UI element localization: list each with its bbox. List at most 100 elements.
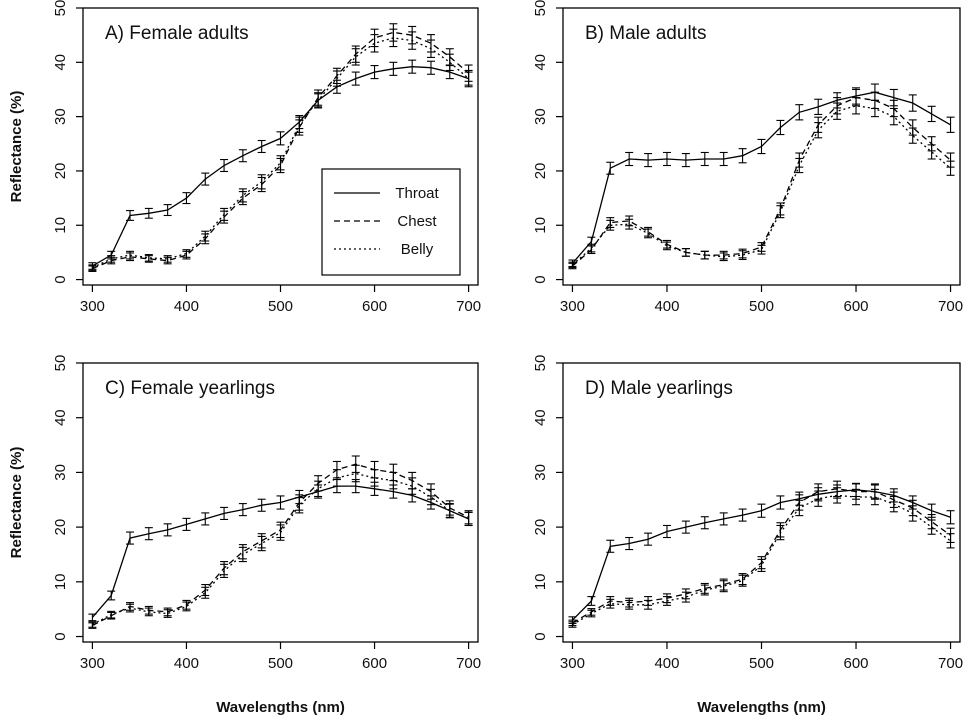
error-bar <box>644 599 653 610</box>
x-tick-label: 500 <box>268 655 293 672</box>
error-bar <box>852 97 861 115</box>
error-bar <box>889 495 898 513</box>
error-bar <box>776 119 785 136</box>
error-bar <box>238 503 247 517</box>
error-bar <box>625 536 634 551</box>
y-tick-label: 20 <box>532 519 549 536</box>
error-bar <box>568 261 577 269</box>
error-bar <box>163 609 172 618</box>
error-bar <box>163 523 172 537</box>
error-bar <box>870 488 879 506</box>
x-tick-label: 600 <box>362 655 387 672</box>
error-bar <box>295 497 304 514</box>
y-axis-label: Reflectance (%) <box>8 91 25 203</box>
error-bar <box>587 609 596 618</box>
error-bar <box>220 563 229 578</box>
error-bar <box>776 205 785 219</box>
error-bar <box>700 151 709 167</box>
x-tick-label: 400 <box>174 655 199 672</box>
legend: Throat Chest Belly <box>321 168 461 276</box>
y-tick-label: 10 <box>532 573 549 590</box>
error-bar <box>426 488 435 506</box>
error-bar <box>644 228 653 239</box>
series-line <box>92 472 469 626</box>
chart-panel-3: 300 400 500 600 700 0 10 20 30 40 50 C) Female year… <box>8 355 481 716</box>
y-tick-label: 0 <box>52 632 69 640</box>
y-tick-label: 30 <box>52 464 69 481</box>
error-bar <box>238 149 247 163</box>
error-bar <box>833 102 842 120</box>
error-bar <box>757 244 766 255</box>
y-tick-label: 20 <box>52 519 69 536</box>
error-bar <box>908 127 917 144</box>
y-tick-label: 0 <box>532 632 549 640</box>
x-tick-label: 700 <box>456 298 481 315</box>
y-tick-label: 40 <box>532 409 549 426</box>
y-tick-label: 50 <box>532 355 549 372</box>
error-bar <box>700 516 709 530</box>
y-tick-label: 50 <box>52 355 69 372</box>
x-tick-label: 300 <box>560 298 585 315</box>
y-tick-label: 0 <box>532 275 549 283</box>
error-bar <box>662 524 671 539</box>
error-bar <box>295 116 304 133</box>
error-bar <box>625 218 634 230</box>
error-bar <box>738 574 747 587</box>
error-bar <box>389 61 398 76</box>
error-bar <box>719 252 728 262</box>
series-belly <box>88 464 473 628</box>
series-belly <box>88 28 473 271</box>
chart-panel-1: 300 400 500 600 700 0 10 20 30 40 50 A) Female adul… <box>8 0 481 315</box>
error-bar <box>464 69 473 88</box>
error-bar <box>370 469 379 487</box>
series-belly <box>568 487 955 628</box>
error-bar <box>833 487 842 504</box>
x-axis-label: Wavelengths (nm) <box>216 699 345 716</box>
error-bar <box>276 524 285 541</box>
panel-title: C) Female yearlings <box>105 378 275 399</box>
error-bar <box>757 558 766 572</box>
error-bar <box>662 596 671 606</box>
y-tick-label: 10 <box>52 573 69 590</box>
error-bar <box>738 148 747 164</box>
error-bar <box>757 138 766 155</box>
error-bar <box>370 65 379 80</box>
y-tick-label: 40 <box>52 409 69 426</box>
chart-panel-4: 300 400 500 600 700 0 10 20 30 40 50 D) Male yearli… <box>532 355 963 716</box>
error-bar <box>852 488 861 506</box>
error-bar <box>908 94 917 112</box>
error-bar <box>370 34 379 53</box>
error-bar <box>700 250 709 260</box>
error-bar <box>126 603 135 613</box>
error-bar <box>257 498 266 512</box>
y-tick-label: 40 <box>532 54 549 71</box>
series-line <box>92 31 470 270</box>
error-bar <box>795 157 804 174</box>
error-bar <box>681 248 690 257</box>
error-bar <box>257 139 266 154</box>
legend-label-chest: Chest <box>397 213 437 230</box>
error-bar <box>408 59 417 74</box>
error-bar <box>351 464 360 483</box>
error-bar <box>662 241 671 251</box>
error-bar <box>719 151 728 167</box>
error-bar <box>276 155 285 171</box>
error-bar <box>946 533 955 549</box>
error-bar <box>332 70 341 87</box>
error-bar <box>238 546 247 563</box>
error-bar <box>814 490 823 507</box>
series-throat <box>88 478 473 622</box>
error-bar <box>408 31 417 50</box>
series-belly <box>568 97 955 269</box>
error-bar <box>587 243 596 253</box>
y-axis-label: Reflectance (%) <box>8 447 25 559</box>
error-bar <box>644 153 653 168</box>
error-bar <box>625 151 634 167</box>
error-bar <box>606 598 615 609</box>
error-bar <box>927 519 936 535</box>
y-tick-label: 30 <box>52 108 69 125</box>
series-throat <box>568 482 955 624</box>
x-tick-label: 600 <box>844 298 869 315</box>
error-bar <box>88 613 97 622</box>
error-bar <box>927 144 936 160</box>
